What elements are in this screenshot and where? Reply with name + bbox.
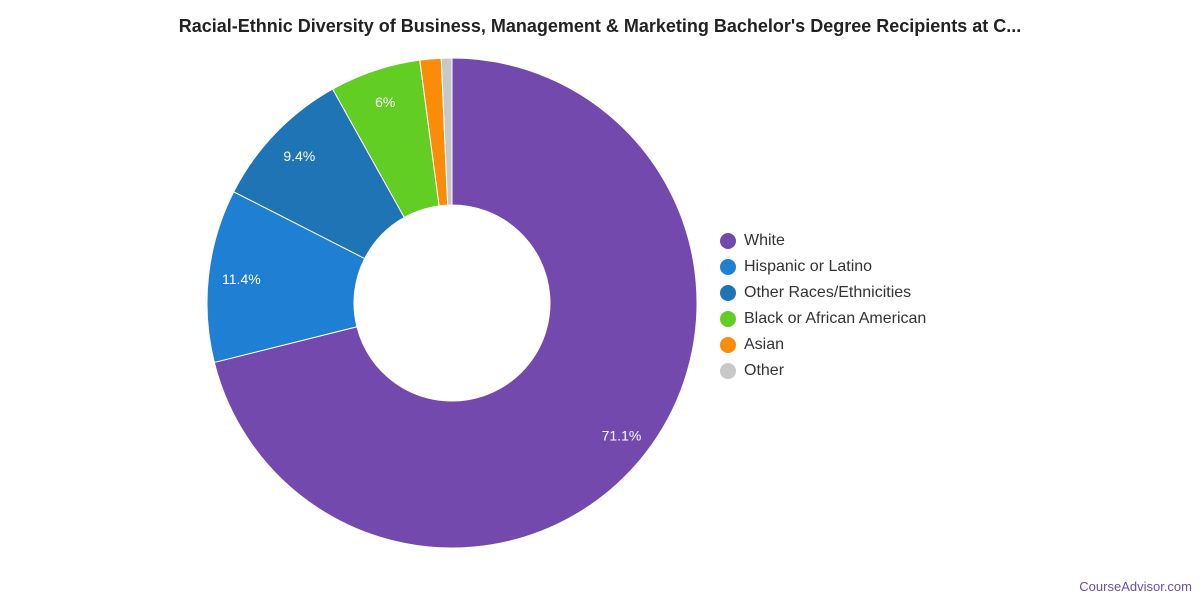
slice-value-label: 6% [375, 94, 395, 110]
legend-label: Black or African American [744, 310, 927, 327]
course-advisor-credit[interactable]: CourseAdvisor.com [1079, 579, 1192, 594]
chart-legend: White Hispanic or Latino Other Races/Ethni… [720, 228, 926, 384]
legend-swatch [720, 363, 736, 379]
legend-item[interactable]: Black or African American [720, 306, 926, 332]
slice-white[interactable] [213, 57, 698, 549]
slice-other[interactable] [440, 57, 453, 206]
legend-item[interactable]: White [720, 228, 926, 254]
chart-title: Racial-Ethnic Diversity of Business, Man… [178, 16, 1022, 36]
legend-item[interactable]: Other [720, 358, 926, 384]
legend-item[interactable]: Other Races/Ethnicities [720, 280, 926, 306]
legend-swatch [720, 233, 736, 249]
slice-value-label: 9.4% [283, 148, 315, 164]
legend-label: White [744, 232, 785, 249]
legend-swatch [720, 311, 736, 327]
slice-hispanic-or-latino[interactable] [206, 191, 366, 364]
legend-label: Other [744, 362, 785, 379]
slice-value-label: 71.1% [602, 427, 642, 443]
legend-label: Hispanic or Latino [744, 258, 873, 275]
legend-label: Asian [744, 336, 785, 353]
slice-value-label: 11.4% [222, 271, 261, 287]
legend-item[interactable]: Hispanic or Latino [720, 254, 926, 280]
legend-label: Other Races/Ethnicities [744, 284, 912, 301]
legend-swatch [720, 285, 736, 301]
legend-swatch [720, 259, 736, 275]
legend-item[interactable]: Asian [720, 332, 926, 358]
legend-swatch [720, 337, 736, 353]
